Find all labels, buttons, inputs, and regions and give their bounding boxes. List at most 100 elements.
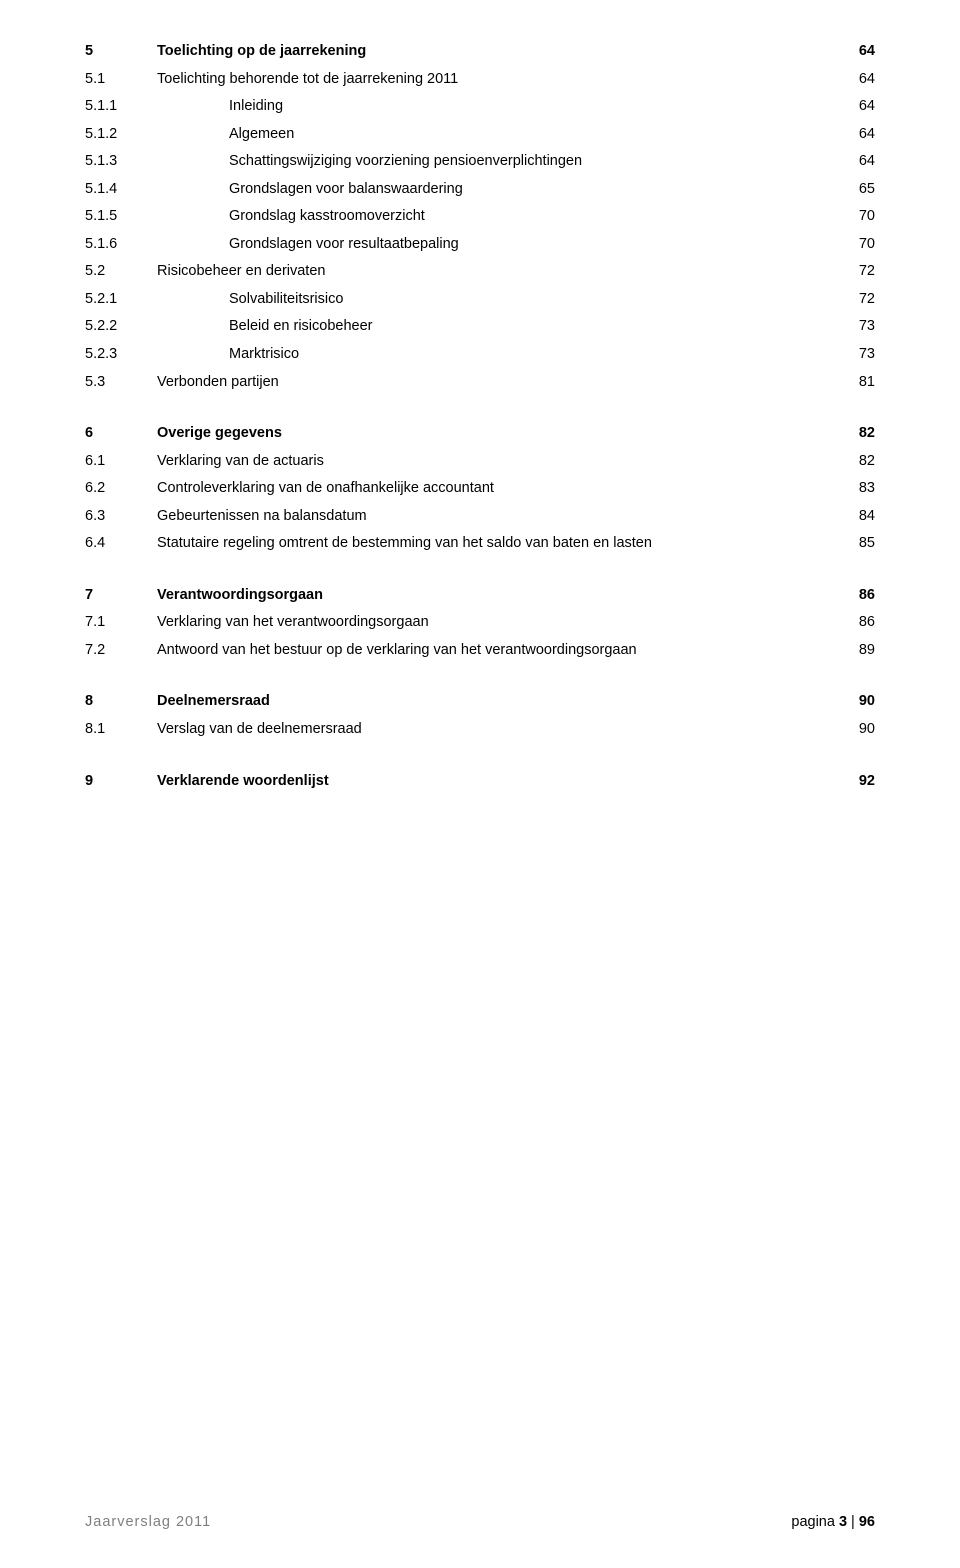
toc-row: 5.1.3Schattingswijziging voorziening pen… bbox=[85, 148, 875, 176]
toc-page: 64 bbox=[835, 121, 875, 149]
toc-row: 5.1.6Grondslagen voor resultaatbepaling7… bbox=[85, 231, 875, 259]
toc-page: 90 bbox=[835, 716, 875, 744]
toc-page: 73 bbox=[835, 341, 875, 369]
page-footer: Jaarverslag 2011 pagina 3 | 96 bbox=[85, 1514, 875, 1530]
toc-title: Verklaring van het verantwoordingsorgaan bbox=[157, 609, 835, 637]
footer-page-current: 3 bbox=[839, 1514, 847, 1530]
footer-page-number: pagina 3 | 96 bbox=[791, 1514, 875, 1530]
toc-title: Toelichting behorende tot de jaarrekenin… bbox=[157, 66, 835, 94]
toc-page: 81 bbox=[835, 369, 875, 397]
toc-title: Antwoord van het bestuur op de verklarin… bbox=[157, 637, 835, 665]
toc-title: Overige gegevens bbox=[157, 420, 835, 448]
toc-row: 6Overige gegevens82 bbox=[85, 420, 875, 448]
toc-number: 5.2 bbox=[85, 258, 157, 286]
toc-number: 5.3 bbox=[85, 369, 157, 397]
toc-row: 5.1.2Algemeen64 bbox=[85, 121, 875, 149]
toc-page: 73 bbox=[835, 313, 875, 341]
toc-row: 5.1.5Grondslag kasstroomoverzicht70 bbox=[85, 203, 875, 231]
toc-row: 9Verklarende woordenlijst92 bbox=[85, 768, 875, 796]
toc-page: 92 bbox=[835, 768, 875, 796]
toc-row: 7.2Antwoord van het bestuur op de verkla… bbox=[85, 637, 875, 665]
toc-number: 5.2.1 bbox=[85, 286, 157, 314]
toc-title: Inleiding bbox=[157, 93, 835, 121]
toc-title: Risicobeheer en derivaten bbox=[157, 258, 835, 286]
toc-page: 70 bbox=[835, 231, 875, 259]
toc-row: 5.1.4Grondslagen voor balanswaardering65 bbox=[85, 176, 875, 204]
toc-page: 86 bbox=[835, 582, 875, 610]
toc-row: 8Deelnemersraad90 bbox=[85, 688, 875, 716]
toc-page: 70 bbox=[835, 203, 875, 231]
toc-title: Deelnemersraad bbox=[157, 688, 835, 716]
toc-title: Beleid en risicobeheer bbox=[157, 313, 835, 341]
toc-page: 64 bbox=[835, 38, 875, 66]
toc-title: Verslag van de deelnemersraad bbox=[157, 716, 835, 744]
toc-row: 6.3Gebeurtenissen na balansdatum84 bbox=[85, 503, 875, 531]
toc-number: 5.2.2 bbox=[85, 313, 157, 341]
toc-row: 5.2.2Beleid en risicobeheer73 bbox=[85, 313, 875, 341]
toc-title: Marktrisico bbox=[157, 341, 835, 369]
toc-page: 72 bbox=[835, 258, 875, 286]
toc-page: 72 bbox=[835, 286, 875, 314]
toc-number: 6.2 bbox=[85, 475, 157, 503]
toc-number: 5.1.2 bbox=[85, 121, 157, 149]
toc-number: 5.1.5 bbox=[85, 203, 157, 231]
toc-title: Gebeurtenissen na balansdatum bbox=[157, 503, 835, 531]
toc-group-gap bbox=[85, 558, 875, 582]
toc-page: 90 bbox=[835, 688, 875, 716]
toc-title: Verantwoordingsorgaan bbox=[157, 582, 835, 610]
toc-row: 5.1Toelichting behorende tot de jaarreke… bbox=[85, 66, 875, 94]
toc-title: Verklaring van de actuaris bbox=[157, 448, 835, 476]
table-of-contents: 5Toelichting op de jaarrekening645.1Toel… bbox=[85, 38, 875, 795]
toc-number: 9 bbox=[85, 768, 157, 796]
toc-page: 65 bbox=[835, 176, 875, 204]
toc-number: 7.1 bbox=[85, 609, 157, 637]
toc-page: 64 bbox=[835, 66, 875, 94]
toc-row: 5.1.1Inleiding64 bbox=[85, 93, 875, 121]
toc-number: 8 bbox=[85, 688, 157, 716]
footer-page-label: pagina bbox=[791, 1514, 839, 1530]
toc-group-gap bbox=[85, 744, 875, 768]
toc-title: Grondslagen voor balanswaardering bbox=[157, 176, 835, 204]
toc-page: 64 bbox=[835, 93, 875, 121]
footer-doc-title: Jaarverslag 2011 bbox=[85, 1514, 211, 1530]
toc-title: Schattingswijziging voorziening pensioen… bbox=[157, 148, 835, 176]
toc-row: 5.2.3Marktrisico73 bbox=[85, 341, 875, 369]
toc-row: 5.2Risicobeheer en derivaten72 bbox=[85, 258, 875, 286]
toc-page: 84 bbox=[835, 503, 875, 531]
toc-page: 86 bbox=[835, 609, 875, 637]
toc-number: 5.1.4 bbox=[85, 176, 157, 204]
toc-row: 5.3Verbonden partijen81 bbox=[85, 369, 875, 397]
toc-number: 5 bbox=[85, 38, 157, 66]
toc-row: 5Toelichting op de jaarrekening64 bbox=[85, 38, 875, 66]
toc-page: 85 bbox=[835, 530, 875, 558]
toc-row: 7.1Verklaring van het verantwoordingsorg… bbox=[85, 609, 875, 637]
toc-page: 64 bbox=[835, 148, 875, 176]
toc-group-gap bbox=[85, 664, 875, 688]
toc-number: 7 bbox=[85, 582, 157, 610]
toc-number: 6.1 bbox=[85, 448, 157, 476]
toc-title: Algemeen bbox=[157, 121, 835, 149]
toc-row: 8.1Verslag van de deelnemersraad90 bbox=[85, 716, 875, 744]
footer-page-sep: | bbox=[847, 1514, 859, 1530]
toc-row: 6.4Statutaire regeling omtrent de bestem… bbox=[85, 530, 875, 558]
toc-row: 6.2Controleverklaring van de onafhankeli… bbox=[85, 475, 875, 503]
toc-number: 5.1.1 bbox=[85, 93, 157, 121]
toc-group-gap bbox=[85, 396, 875, 420]
toc-title: Solvabiliteitsrisico bbox=[157, 286, 835, 314]
toc-title: Grondslag kasstroomoverzicht bbox=[157, 203, 835, 231]
toc-page: 82 bbox=[835, 448, 875, 476]
toc-number: 7.2 bbox=[85, 637, 157, 665]
toc-page: 89 bbox=[835, 637, 875, 665]
toc-number: 6.3 bbox=[85, 503, 157, 531]
toc-title: Verbonden partijen bbox=[157, 369, 835, 397]
toc-number: 6.4 bbox=[85, 530, 157, 558]
toc-number: 5.1 bbox=[85, 66, 157, 94]
toc-number: 5.1.3 bbox=[85, 148, 157, 176]
toc-title: Toelichting op de jaarrekening bbox=[157, 38, 835, 66]
toc-title: Controleverklaring van de onafhankelijke… bbox=[157, 475, 835, 503]
toc-number: 6 bbox=[85, 420, 157, 448]
toc-title: Statutaire regeling omtrent de bestemmin… bbox=[157, 530, 835, 558]
toc-number: 5.1.6 bbox=[85, 231, 157, 259]
footer-page-total: 96 bbox=[859, 1514, 875, 1530]
toc-page: 82 bbox=[835, 420, 875, 448]
